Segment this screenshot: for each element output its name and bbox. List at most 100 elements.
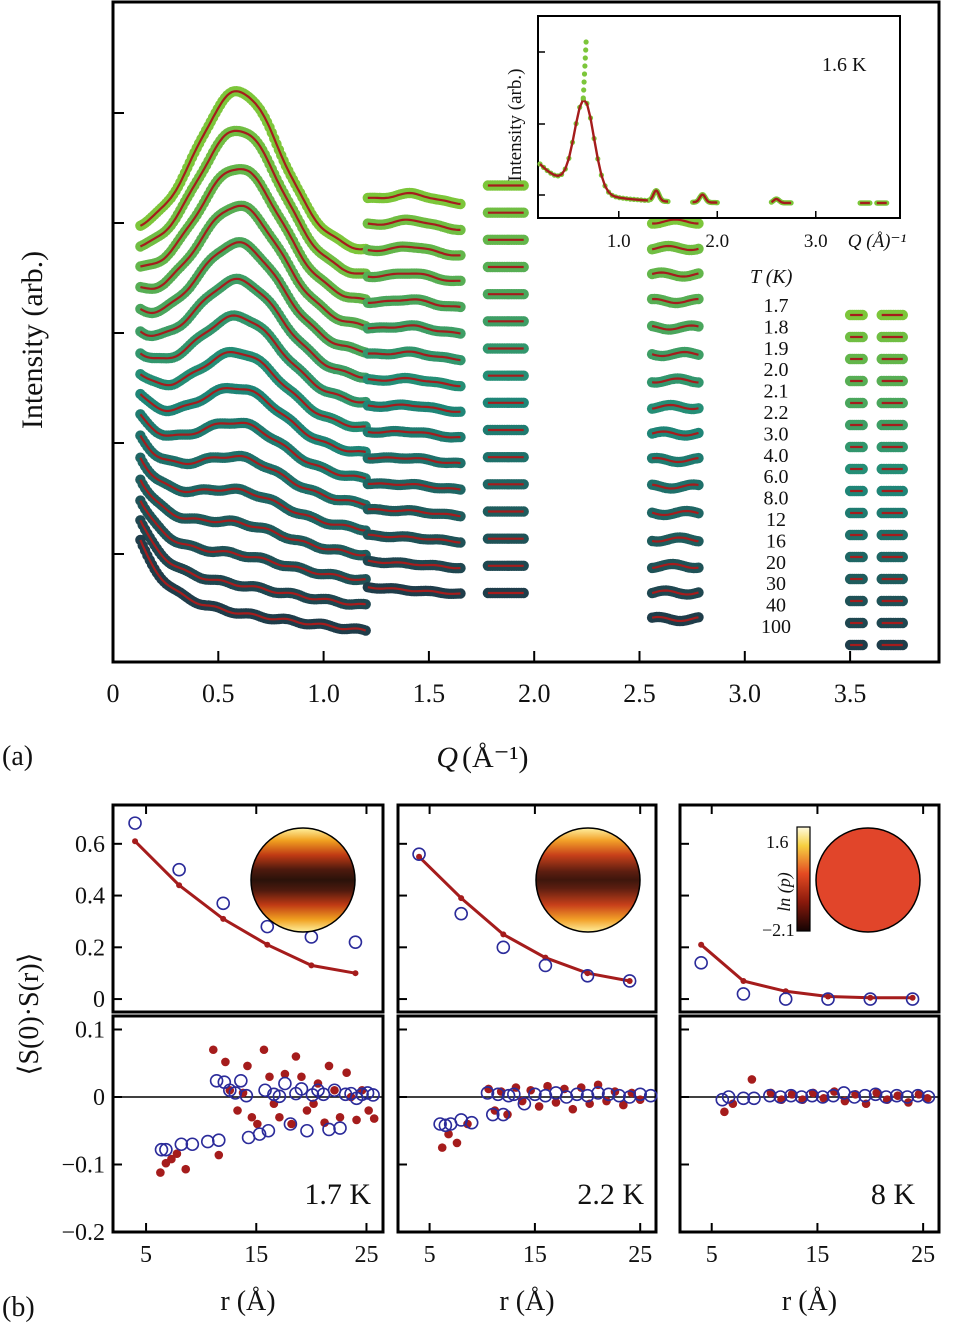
fit-line: [139, 277, 366, 379]
curve-20K-seg0: [135, 474, 371, 561]
residual-open-point: [283, 1117, 298, 1131]
y-tick-label: 0.1: [75, 1018, 105, 1044]
fit-line: [651, 509, 699, 517]
fit-line: [367, 376, 461, 388]
x-tick-label: 5: [706, 1242, 718, 1268]
curve-30K-seg2: [482, 533, 529, 544]
residual-open-point: [847, 1090, 862, 1104]
residual-open-point: [501, 1088, 516, 1103]
residual-open-point: [464, 1115, 479, 1130]
curve-100K-seg3: [646, 611, 704, 627]
fit-line: [651, 350, 699, 358]
curve-1p8K-seg4: [844, 331, 868, 343]
residual-filled-point: [335, 1112, 345, 1122]
curve-1p8K-seg3: [646, 240, 704, 256]
model-line: [418, 855, 630, 983]
model-point: [176, 882, 183, 889]
subplot-bottom-frame: [678, 1014, 941, 1234]
residual-open-point: [773, 1090, 788, 1104]
residual-filled-point: [819, 1094, 829, 1103]
curve-1p9K-seg2: [482, 234, 529, 245]
residual-filled-point: [619, 1100, 628, 1110]
data-open-point: [821, 992, 835, 1006]
fit-line: [139, 129, 366, 275]
curve-1p8K-seg1: [362, 214, 466, 236]
residual-open-point: [507, 1087, 521, 1102]
data-point: [693, 427, 704, 439]
residual-open-point: [278, 1076, 292, 1091]
residual-open-point: [258, 1083, 272, 1098]
panel-a-ylabel: Intensity (arb.): [16, 251, 49, 429]
subplot-2: 5 15 25 r (Å) 2.2 K: [396, 803, 658, 1317]
residual-filled-point: [534, 1102, 544, 1111]
residual-filled-point: [287, 1119, 296, 1129]
fit-line: [367, 456, 461, 465]
fit-line: [651, 483, 699, 490]
curve-2p0K-seg2: [482, 261, 529, 273]
residual-filled-point: [302, 1106, 312, 1115]
residual-open-point: [438, 1118, 453, 1133]
residual-open-point: [300, 1123, 314, 1138]
fit-line: [367, 191, 461, 206]
colorbar: 1.6 −2.1 ln (p): [762, 826, 811, 940]
temperature-1p8: 1.8: [764, 316, 789, 338]
inset-bragg-point: [583, 39, 589, 45]
data-open-point: [694, 956, 708, 970]
curve-1p8K-seg0: [135, 125, 371, 279]
y-tick-label: 0.6: [75, 832, 105, 858]
model-point: [825, 993, 831, 1000]
fit-line: [139, 500, 366, 582]
fit-line: [651, 271, 699, 278]
curve-1p9K-seg1: [362, 241, 466, 261]
fit-line: [651, 244, 699, 252]
residual-open-point: [517, 1096, 532, 1111]
data-open-point: [304, 930, 319, 944]
curve-8p0K-seg1: [362, 425, 466, 443]
curve-40K-seg5: [876, 617, 908, 629]
inset-fit-line: [649, 189, 668, 203]
inset-bragg-point: [582, 55, 588, 61]
fit-line: [139, 479, 366, 557]
model-line: [133, 840, 356, 975]
curve-2p1K-seg2: [482, 289, 529, 300]
curve-12K-seg3: [646, 479, 704, 494]
x-tick-label: 15: [244, 1242, 268, 1268]
residual-filled-point: [259, 1045, 269, 1055]
fit-line: [367, 533, 461, 544]
curve-2p2K-seg1: [362, 320, 466, 339]
model-point: [698, 941, 705, 948]
curve-1p9K-seg0: [135, 164, 371, 305]
temperature-30: 30: [766, 573, 786, 595]
curve-12K-seg4: [844, 529, 868, 541]
residual-filled-point: [172, 1149, 182, 1158]
curve-8p0K-seg2: [482, 424, 529, 436]
residual-open-point: [747, 1091, 761, 1106]
temperature-1p9: 1.9: [764, 338, 789, 360]
inset-x-tick-label: 2.0: [705, 231, 729, 252]
sphere-2p2K: [535, 827, 641, 933]
model-point: [500, 931, 507, 938]
curve-2p2K-seg3: [646, 346, 704, 362]
temperature-6p0: 6.0: [764, 466, 789, 488]
fit-line: [651, 589, 699, 596]
inset-x-tick-label: 1.0: [607, 231, 631, 252]
curve-1p7K-seg5: [876, 309, 908, 321]
curve-3p0K-seg1: [362, 346, 466, 366]
inset-bragg-point: [581, 79, 587, 85]
residual-filled-point: [156, 1168, 165, 1177]
residual-filled-point: [452, 1138, 462, 1148]
fit-line: [651, 324, 699, 331]
inset-bragg-point: [580, 95, 586, 101]
subplot-top-frame: [396, 803, 658, 1014]
residual-filled-point: [576, 1083, 586, 1092]
subplot-temperature-label: 1.7 K: [304, 1178, 371, 1211]
inset-frame: [537, 15, 901, 219]
curve-3p0K-seg0: [135, 310, 371, 408]
x-tick-label: 1.5: [413, 679, 446, 708]
curve-8p0K-seg3: [646, 452, 704, 468]
inset-data-point: [714, 200, 720, 206]
model-point: [220, 915, 227, 922]
inset-bragg-point: [581, 87, 587, 93]
curve-3p0K-seg5: [876, 441, 908, 453]
y-tick-label: 0.4: [75, 884, 105, 910]
